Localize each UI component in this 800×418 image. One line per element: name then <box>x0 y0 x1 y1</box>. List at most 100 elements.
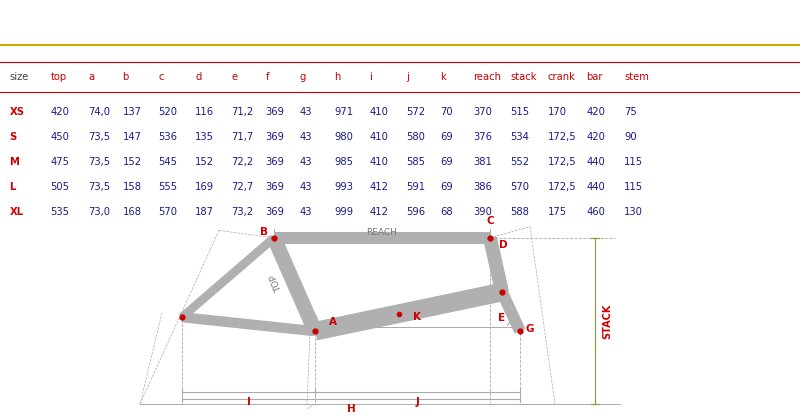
Text: 572: 572 <box>406 107 426 117</box>
Text: g: g <box>299 72 306 82</box>
Text: 168: 168 <box>122 207 142 217</box>
Text: 43: 43 <box>299 182 312 192</box>
Text: 570: 570 <box>158 207 178 217</box>
Text: 73,0: 73,0 <box>88 207 110 217</box>
Text: 440: 440 <box>586 182 605 192</box>
Text: 72,7: 72,7 <box>231 182 254 192</box>
Text: f: f <box>266 72 270 82</box>
Text: 370: 370 <box>473 107 492 117</box>
Text: top: top <box>50 72 66 82</box>
Text: 376: 376 <box>473 132 492 142</box>
Polygon shape <box>483 237 509 293</box>
Text: H: H <box>346 404 355 414</box>
Text: 170: 170 <box>548 107 567 117</box>
Text: 90: 90 <box>624 132 637 142</box>
Text: M: M <box>10 157 19 167</box>
Text: 420: 420 <box>586 107 606 117</box>
Text: B: B <box>260 227 268 237</box>
Text: STACK: STACK <box>602 303 612 339</box>
Text: reach: reach <box>473 72 501 82</box>
Text: 536: 536 <box>158 132 178 142</box>
Text: j: j <box>406 72 410 82</box>
Text: 390: 390 <box>473 207 492 217</box>
Text: 410: 410 <box>370 157 389 167</box>
Text: 520: 520 <box>158 107 178 117</box>
Text: 152: 152 <box>122 157 142 167</box>
Text: 172,5: 172,5 <box>548 182 577 192</box>
Text: 175: 175 <box>548 207 567 217</box>
Text: 386: 386 <box>473 182 492 192</box>
Text: 43: 43 <box>299 207 312 217</box>
Text: 460: 460 <box>586 207 606 217</box>
Text: 43: 43 <box>299 132 312 142</box>
Text: 73,5: 73,5 <box>88 157 110 167</box>
Text: C: C <box>486 216 494 226</box>
Text: 74,0: 74,0 <box>88 107 110 117</box>
Text: c: c <box>158 72 164 82</box>
Polygon shape <box>274 232 490 244</box>
Text: 369: 369 <box>266 107 285 117</box>
Text: 187: 187 <box>195 207 214 217</box>
Text: REACH: REACH <box>366 228 398 237</box>
Text: K: K <box>414 312 422 322</box>
Text: 534: 534 <box>510 132 530 142</box>
Text: 73,2: 73,2 <box>231 207 254 217</box>
Text: 580: 580 <box>406 132 426 142</box>
Text: L: L <box>10 182 16 192</box>
Text: 591: 591 <box>406 182 426 192</box>
Text: 440: 440 <box>586 157 605 167</box>
Text: 152: 152 <box>195 157 214 167</box>
Polygon shape <box>179 235 277 320</box>
Text: 450: 450 <box>50 132 70 142</box>
Text: 116: 116 <box>195 107 214 117</box>
Text: 535: 535 <box>50 207 70 217</box>
Polygon shape <box>182 312 316 336</box>
Text: 115: 115 <box>624 182 643 192</box>
Text: 412: 412 <box>370 207 389 217</box>
Text: E: E <box>498 313 505 323</box>
Text: 71,7: 71,7 <box>231 132 254 142</box>
Text: 68: 68 <box>440 207 453 217</box>
Text: size: size <box>10 72 29 82</box>
Text: a: a <box>88 72 94 82</box>
Text: 172,5: 172,5 <box>548 157 577 167</box>
Text: 75: 75 <box>624 107 637 117</box>
Text: 993: 993 <box>334 182 354 192</box>
Text: stem: stem <box>624 72 649 82</box>
Text: 596: 596 <box>406 207 426 217</box>
Text: 135: 135 <box>195 132 214 142</box>
Text: 585: 585 <box>406 157 426 167</box>
Text: 115: 115 <box>624 157 643 167</box>
Text: 158: 158 <box>122 182 142 192</box>
Text: J: J <box>415 397 419 407</box>
Text: TOP: TOP <box>269 273 284 293</box>
Polygon shape <box>267 235 322 334</box>
Text: XS: XS <box>10 107 25 117</box>
Text: XL: XL <box>10 207 24 217</box>
Polygon shape <box>313 283 504 340</box>
Text: 73,5: 73,5 <box>88 182 110 192</box>
Text: 505: 505 <box>50 182 70 192</box>
Text: 985: 985 <box>334 157 354 167</box>
Text: i: i <box>370 72 373 82</box>
Text: 410: 410 <box>370 132 389 142</box>
Text: 475: 475 <box>50 157 70 167</box>
Text: 420: 420 <box>586 132 606 142</box>
Text: 369: 369 <box>266 132 285 142</box>
Text: 69: 69 <box>440 132 453 142</box>
Text: 69: 69 <box>440 182 453 192</box>
Text: 515: 515 <box>510 107 530 117</box>
Text: 552: 552 <box>510 157 530 167</box>
Text: 588: 588 <box>510 207 530 217</box>
Text: 147: 147 <box>122 132 142 142</box>
Text: 70: 70 <box>440 107 453 117</box>
Text: d: d <box>195 72 202 82</box>
Text: 172,5: 172,5 <box>548 132 577 142</box>
Text: b: b <box>122 72 129 82</box>
Text: G: G <box>525 324 534 334</box>
Text: 369: 369 <box>266 207 285 217</box>
Text: I: I <box>246 397 250 407</box>
Text: A: A <box>329 317 337 327</box>
Text: 545: 545 <box>158 157 178 167</box>
Text: BLOCKHAUS67: BLOCKHAUS67 <box>10 10 226 36</box>
